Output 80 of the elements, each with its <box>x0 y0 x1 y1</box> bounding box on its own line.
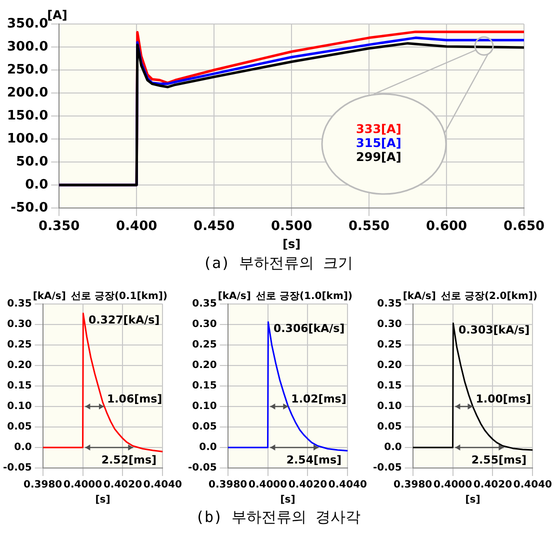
x-tick-label: 0.550 <box>348 219 390 234</box>
x-tick-label: 0.4000 <box>248 480 288 491</box>
y-tick-label: 0.15 <box>192 380 217 392</box>
annotation: 1.02[ms] <box>291 392 346 406</box>
x-tick-label: 0.4040 <box>328 480 368 491</box>
chart-title: 선로 긍장(1.0[km]) <box>256 291 353 302</box>
x-tick-label: 0.4020 <box>288 480 328 491</box>
x-tick-label: 0.4020 <box>103 480 142 491</box>
y-tick-label: 0.35 <box>377 298 402 310</box>
annotation: 0.327[kA/s] <box>88 313 160 326</box>
y-tick-label: 350.0 <box>6 16 48 32</box>
y-tick-label: 0.20 <box>192 360 217 372</box>
y-axis-title: [kA/s] <box>32 291 66 302</box>
y-tick-label: 0.25 <box>7 340 32 351</box>
y-tick-label: 0.25 <box>377 340 402 351</box>
x-tick-label: 0.3980 <box>208 480 248 491</box>
x-tick-label: 0.600 <box>426 219 468 234</box>
y-tick-label: 0.30 <box>7 319 32 330</box>
y-tick-label: 150.0 <box>6 108 48 124</box>
chart-title: 선로 긍장(0.1[km]) <box>70 291 168 302</box>
y-tick-label: 100.0 <box>6 131 48 146</box>
y-tick-label: 0.0 <box>14 442 32 454</box>
x-tick-label: 0.450 <box>194 219 235 234</box>
y-tick-label: 0.10 <box>7 401 32 412</box>
y-tick-label: 0.05 <box>192 422 217 433</box>
annotation: 2.55[ms] <box>471 454 527 466</box>
y-tick-label: 200.0 <box>6 85 48 100</box>
y-tick-label: -0.05 <box>372 462 402 474</box>
y-tick-label: 0.10 <box>192 401 217 412</box>
x-axis-title: [s] <box>465 494 480 506</box>
text: (b) 부하전류의 경사각 <box>194 508 362 527</box>
y-tick-label: 0.0 <box>384 442 402 454</box>
y-tick-label: 0.15 <box>377 380 402 392</box>
x-tick-label: 0.4040 <box>143 480 182 491</box>
y-axis-title: [kA/s] <box>402 291 436 302</box>
x-tick-label: 0.4000 <box>433 480 472 491</box>
annotation: 1.06[ms] <box>106 392 162 406</box>
y-tick-label: 0.20 <box>377 360 402 372</box>
annotation: 2.52[ms] <box>101 454 157 466</box>
x-tick-label: 0.350 <box>38 219 80 234</box>
y-tick-label: 0.05 <box>7 422 32 433</box>
annotation: 1.00[ms] <box>476 392 531 406</box>
y-tick-label: 300.0 <box>6 39 48 54</box>
annotation: 2.54[ms] <box>286 454 342 466</box>
x-tick-label: 0.650 <box>503 219 545 234</box>
annotation: 0.306[kA/s] <box>273 322 345 336</box>
y-tick-label: 0.0 <box>25 177 48 192</box>
x-tick-label: 0.4000 <box>63 480 102 491</box>
y-tick-label: -0.05 <box>188 462 217 474</box>
y-tick-label: -50.0 <box>10 200 48 216</box>
x-tick-label: 0.4020 <box>473 480 512 491</box>
y-axis-title: [A] <box>47 8 68 22</box>
annotation: 299[A] <box>356 150 402 164</box>
x-axis-title: [s] <box>282 236 301 251</box>
y-tick-label: 250.0 <box>6 62 48 78</box>
y-tick-label: 0.20 <box>7 360 32 372</box>
x-tick-label: 0.4040 <box>513 480 552 491</box>
annotation: 0.303[kA/s] <box>458 323 530 336</box>
y-tick-label: 0.35 <box>7 298 32 310</box>
y-tick-label: 50.0 <box>16 154 48 170</box>
y-tick-label: 0.25 <box>192 340 217 351</box>
y-tick-label: 0.0 <box>199 442 217 454</box>
x-axis-title: [s] <box>280 494 296 506</box>
y-tick-label: 0.30 <box>377 319 402 330</box>
y-tick-label: -0.05 <box>2 462 32 474</box>
y-axis-title: [kA/s] <box>218 291 251 302</box>
y-tick-label: 0.05 <box>377 422 402 433</box>
y-tick-label: 0.35 <box>192 298 217 310</box>
y-tick-label: 0.30 <box>192 319 217 330</box>
y-tick-label: 0.10 <box>377 401 402 412</box>
y-tick-label: 0.15 <box>7 380 32 392</box>
x-tick-label: 0.400 <box>116 219 158 234</box>
x-axis-title: [s] <box>95 494 110 506</box>
x-tick-label: 0.500 <box>271 219 312 234</box>
annotation: 315[A] <box>356 136 402 150</box>
annotation: 333[A] <box>356 122 402 136</box>
x-tick-label: 0.3980 <box>394 480 432 491</box>
chart-title: 선로 긍장(2.0[km]) <box>440 291 538 302</box>
text: (a) 부하전류의 크기 <box>202 254 354 273</box>
x-tick-label: 0.3980 <box>24 480 62 491</box>
